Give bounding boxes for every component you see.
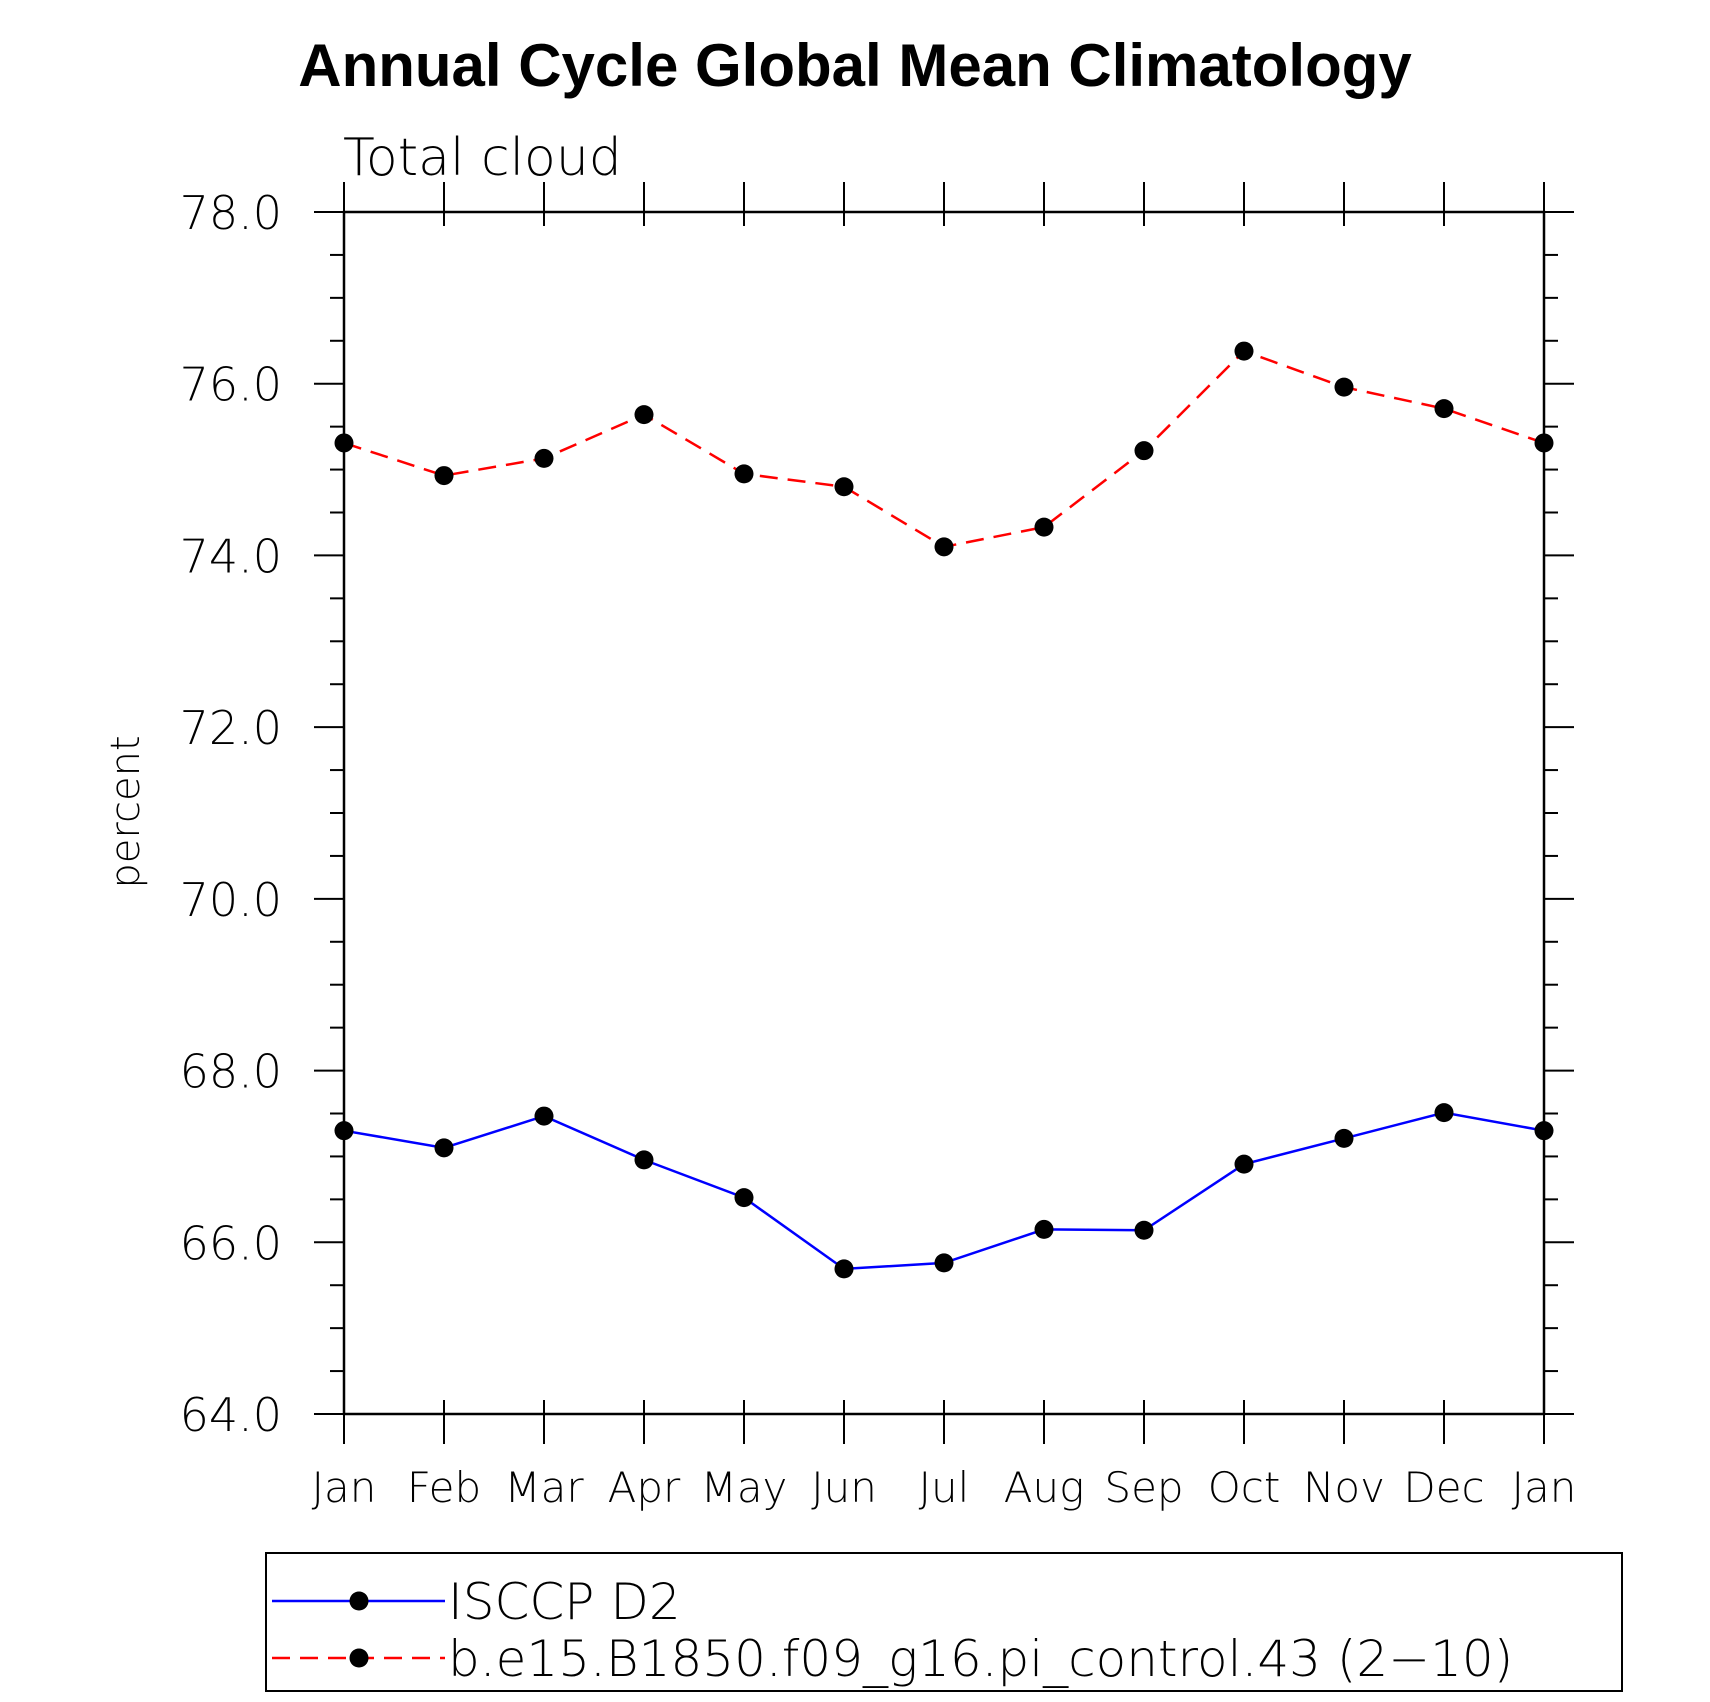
y-tick-label: 68.0 [180, 1045, 282, 1099]
legend-label-0: ISCCP D2 [448, 1573, 681, 1631]
data-point-1 [1234, 341, 1254, 361]
data-point-1 [634, 405, 654, 425]
x-tick-label: Feb [407, 1463, 481, 1512]
x-tick-label: Apr [608, 1463, 681, 1512]
chart-subtitle: Total cloud [343, 128, 622, 188]
data-point-0 [834, 1259, 854, 1279]
series-line-1 [343, 349, 1545, 549]
y-tick-label: 74.0 [180, 529, 282, 583]
x-tick-label: Jan [1512, 1463, 1577, 1512]
x-tick-label: Jul [919, 1463, 970, 1512]
plot-frame [342, 210, 1546, 1416]
data-point-0 [734, 1188, 754, 1208]
data-point-0 [434, 1138, 454, 1158]
y-tick-label: 70.0 [180, 873, 282, 927]
data-point-0 [1134, 1220, 1154, 1240]
legend-marker-1 [349, 1648, 369, 1668]
x-tick-label: May [701, 1463, 788, 1512]
data-point-1 [1334, 377, 1354, 397]
data-point-0 [1234, 1154, 1254, 1174]
axes: 64.0 66.0 68.0 70.0 72.0 74.0 76.0 78.0 Jan Feb Ma… [180, 182, 1577, 1512]
y-tick-label: 66.0 [180, 1216, 282, 1270]
data-point-1 [734, 464, 754, 484]
data-point-0 [1334, 1128, 1354, 1148]
data-point-0 [534, 1106, 554, 1126]
y-tick-label: 78.0 [180, 186, 282, 240]
data-point-1 [934, 537, 954, 557]
chart-title: Annual Cycle Global Mean Climatology [298, 32, 1412, 99]
data-point-1 [1534, 433, 1554, 453]
y-axis-label: percent [103, 735, 149, 888]
x-tick-label: Nov [1303, 1463, 1385, 1512]
series-line-0 [343, 1111, 1545, 1271]
data-point-1 [834, 477, 854, 497]
x-tick-label: Dec [1403, 1463, 1484, 1512]
legend-entries: ISCCP D2b.e15.B1850.f09_g16.pi_control.4… [272, 1573, 1513, 1688]
data-point-1 [1134, 441, 1154, 461]
x-tick-label: Oct [1208, 1463, 1281, 1512]
data-point-0 [934, 1253, 954, 1273]
x-tick-label: Jun [811, 1463, 877, 1512]
x-tick-label: Mar [504, 1463, 584, 1512]
y-tick-label: 76.0 [180, 358, 282, 412]
x-tick-label: Aug [1004, 1463, 1085, 1512]
x-tick-label: Jan [312, 1463, 377, 1512]
data-point-0 [1534, 1121, 1554, 1141]
data-point-0 [334, 1121, 354, 1141]
legend-label-1: b.e15.B1850.f09_g16.pi_control.43 (2−10) [448, 1630, 1513, 1688]
x-tick-label: Sep [1104, 1463, 1183, 1512]
legend: ISCCP D2b.e15.B1850.f09_g16.pi_control.4… [265, 1552, 1623, 1692]
data-point-0 [634, 1150, 654, 1170]
data-point-0 [1434, 1103, 1454, 1123]
data-point-1 [534, 448, 554, 468]
legend-box [265, 1552, 1623, 1692]
series-layer [334, 341, 1554, 1279]
data-point-1 [434, 466, 454, 486]
data-point-0 [1034, 1219, 1054, 1239]
y-tick-label: 64.0 [180, 1388, 282, 1442]
data-point-1 [1034, 517, 1054, 537]
data-point-1 [1434, 399, 1454, 419]
legend-marker-0 [349, 1591, 369, 1611]
data-point-1 [334, 433, 354, 453]
y-tick-label: 72.0 [180, 701, 282, 755]
